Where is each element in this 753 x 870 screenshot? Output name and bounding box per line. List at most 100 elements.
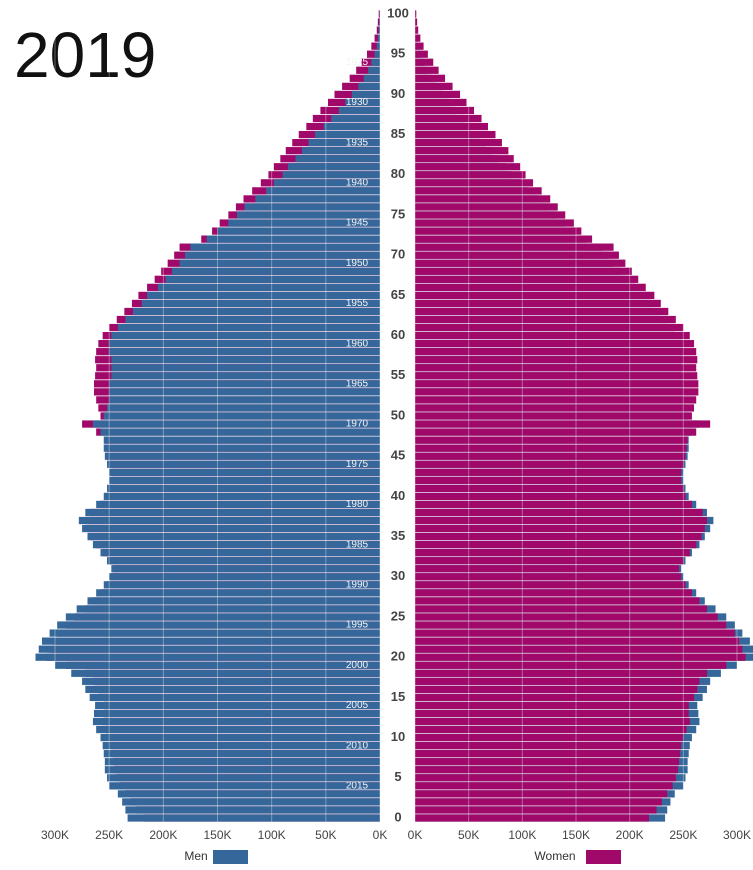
bar	[165, 275, 380, 283]
bar	[104, 766, 380, 774]
bar	[109, 388, 381, 396]
bar	[85, 508, 380, 517]
bar	[415, 589, 692, 597]
bar	[415, 573, 682, 581]
bar	[100, 428, 380, 436]
bar	[71, 669, 380, 677]
bar	[415, 82, 453, 90]
bar	[415, 428, 697, 436]
bar	[377, 34, 380, 42]
bar	[109, 380, 381, 388]
bar	[109, 396, 381, 404]
bar	[82, 524, 380, 533]
bar	[415, 645, 743, 653]
bar	[127, 814, 380, 822]
bar	[361, 58, 380, 66]
bar	[308, 139, 380, 147]
bar	[415, 340, 695, 348]
bar	[133, 307, 380, 316]
bar	[415, 163, 521, 171]
bar	[96, 725, 381, 734]
bar	[190, 243, 380, 251]
birth-year-label: 1930	[346, 97, 369, 108]
bar	[415, 669, 707, 677]
bar	[415, 661, 727, 669]
age-label: 100	[387, 5, 409, 20]
bar	[415, 243, 614, 251]
bar	[415, 155, 514, 163]
bar	[87, 532, 380, 541]
bar	[415, 187, 542, 195]
bar	[415, 18, 418, 26]
birth-year-label: 1980	[346, 499, 369, 510]
bar	[42, 637, 380, 645]
bar	[122, 798, 381, 806]
bar	[82, 677, 380, 685]
bar	[351, 90, 380, 99]
x-tick-label: 100K	[258, 828, 286, 842]
birth-year-label: 1955	[346, 298, 369, 309]
bar	[206, 235, 380, 243]
bar	[331, 114, 380, 123]
legend-swatch	[213, 850, 248, 864]
bar	[358, 82, 380, 90]
bar	[94, 709, 380, 718]
bar	[109, 340, 381, 348]
bar	[415, 195, 551, 203]
x-tick-label: 50K	[315, 828, 336, 842]
bar	[415, 468, 682, 476]
bar	[415, 790, 668, 798]
bar	[107, 460, 380, 468]
birth-year-label: 2000	[346, 660, 369, 671]
bar	[415, 283, 646, 291]
bar	[371, 42, 380, 50]
bar	[157, 283, 380, 291]
age-label: 70	[391, 247, 405, 262]
bar	[415, 444, 687, 452]
bar	[415, 34, 421, 42]
bar	[415, 130, 496, 139]
bar	[415, 717, 690, 726]
bar	[96, 500, 381, 509]
bar	[415, 122, 488, 131]
bar	[378, 26, 380, 34]
x-tick-label: 200K	[616, 828, 644, 842]
bar	[415, 581, 686, 589]
bar	[415, 179, 534, 187]
bar	[415, 42, 424, 50]
age-label: 85	[391, 126, 405, 141]
bar	[109, 468, 381, 476]
x-tick-label: 250K	[669, 828, 697, 842]
birth-year-label: 1990	[346, 579, 369, 590]
bar	[415, 267, 632, 275]
age-label: 60	[391, 327, 405, 342]
bar	[125, 315, 381, 324]
bar	[415, 114, 482, 123]
bar	[415, 348, 697, 356]
x-tick-label: 200K	[149, 828, 177, 842]
bar	[415, 532, 702, 541]
bar	[244, 203, 380, 211]
bar	[109, 348, 381, 356]
bar	[415, 66, 439, 74]
bar	[415, 782, 673, 790]
bar	[415, 10, 417, 18]
bar	[103, 581, 380, 589]
bar	[415, 460, 684, 468]
bar	[415, 90, 461, 99]
age-label: 95	[391, 46, 405, 61]
birth-year-label: 1935	[346, 137, 369, 148]
x-tick-label: 300K	[41, 828, 69, 842]
bar	[117, 323, 380, 332]
bar	[415, 565, 680, 573]
x-tick-label: 50K	[458, 828, 479, 842]
bar	[415, 171, 526, 179]
bar	[415, 814, 649, 822]
bar	[415, 291, 655, 300]
age-label: 75	[391, 206, 405, 221]
bar	[185, 251, 380, 259]
bar	[147, 291, 380, 300]
bar	[92, 420, 381, 428]
bar	[415, 508, 703, 517]
